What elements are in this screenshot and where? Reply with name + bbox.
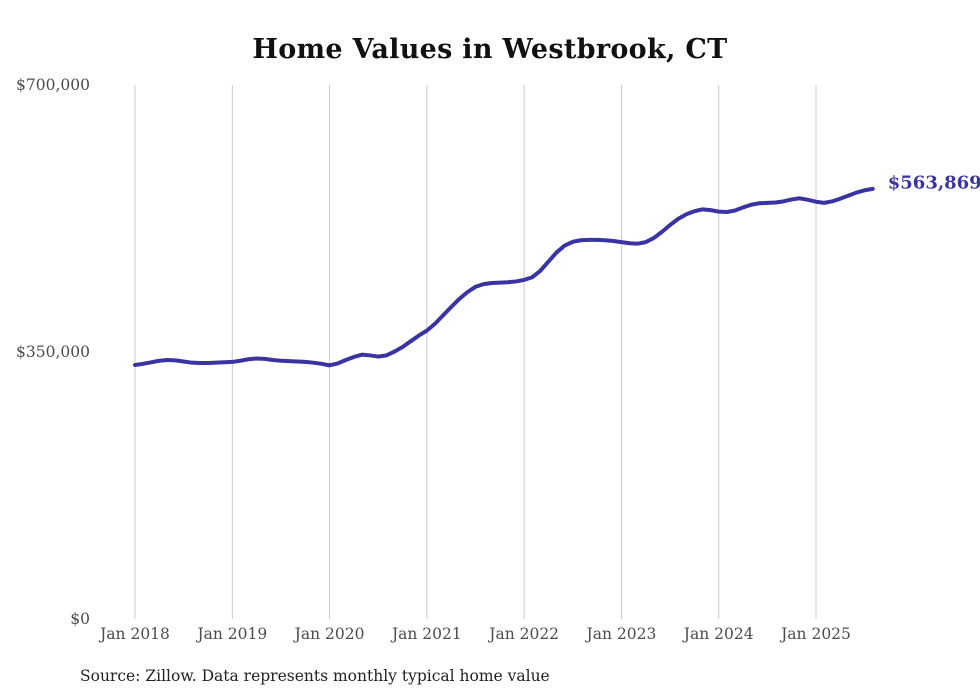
y-tick-label-350000: $350,000 (16, 343, 90, 361)
x-tick-label: Jan 2024 (683, 625, 754, 643)
y-tick-label-0: $0 (70, 610, 90, 628)
chart-title: Home Values in Westbrook, CT (252, 34, 728, 65)
x-tick-label: Jan 2022 (489, 625, 560, 643)
gridlines (134, 85, 817, 619)
source-note: Source: Zillow. Data represents monthly … (80, 667, 550, 685)
x-tick-label: Jan 2019 (197, 625, 268, 643)
x-tick-label: Jan 2020 (294, 625, 365, 643)
home-value-line-series (133, 186, 875, 368)
latest-value-label: $563,869 (887, 172, 980, 194)
x-tick-label: Jan 2025 (781, 625, 851, 643)
y-tick-label-700000: $700,000 (16, 76, 90, 94)
x-tick-label: Jan 2018 (100, 625, 170, 643)
x-tick-label: Jan 2021 (391, 625, 462, 643)
x-tick-label: Jan 2023 (586, 625, 657, 643)
